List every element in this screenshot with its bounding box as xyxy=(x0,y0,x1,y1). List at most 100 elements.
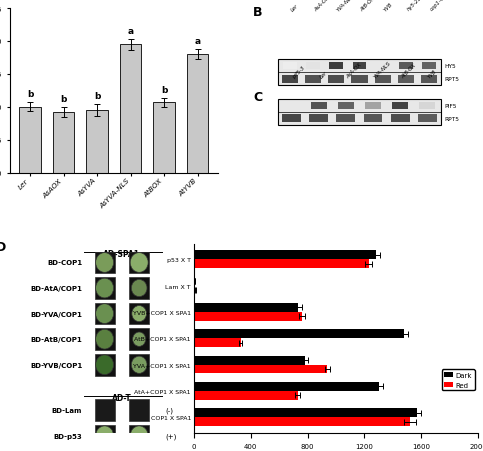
Text: R: R xyxy=(136,256,142,265)
Text: AtB-OX: AtB-OX xyxy=(400,63,417,80)
Bar xyxy=(186,55,209,173)
Bar xyxy=(53,113,74,173)
Text: b: b xyxy=(27,90,33,99)
Bar xyxy=(120,45,142,173)
Bar xyxy=(419,102,435,110)
Bar xyxy=(194,304,298,312)
Bar xyxy=(194,260,369,269)
Bar xyxy=(19,108,41,173)
Circle shape xyxy=(96,330,114,349)
Text: D: D xyxy=(101,256,108,265)
Text: BD-p53: BD-p53 xyxy=(54,433,82,439)
Text: AD-T: AD-T xyxy=(112,393,132,402)
Bar xyxy=(278,60,440,86)
Circle shape xyxy=(96,253,114,273)
Text: b: b xyxy=(94,92,100,101)
Bar xyxy=(129,252,149,274)
Bar xyxy=(95,354,114,376)
Bar xyxy=(311,102,327,110)
Text: b: b xyxy=(161,86,167,94)
Bar xyxy=(310,115,328,123)
Bar xyxy=(337,115,355,123)
Bar xyxy=(351,76,368,83)
Text: BD-YVB/COP1: BD-YVB/COP1 xyxy=(30,362,82,368)
Bar xyxy=(398,76,414,83)
Circle shape xyxy=(130,253,148,273)
Bar xyxy=(95,278,114,299)
Text: Ler: Ler xyxy=(319,70,328,80)
Bar xyxy=(364,115,383,123)
Bar xyxy=(418,115,437,123)
Bar xyxy=(194,312,302,321)
Text: AtB-OX: AtB-OX xyxy=(359,0,376,12)
Bar xyxy=(283,115,301,123)
Text: a: a xyxy=(195,37,200,46)
Circle shape xyxy=(130,426,148,446)
Text: YVB: YVB xyxy=(427,69,438,80)
Circle shape xyxy=(132,306,146,322)
Bar xyxy=(194,356,305,365)
Bar xyxy=(194,417,410,426)
Bar xyxy=(305,76,321,83)
Bar xyxy=(338,102,354,110)
Bar xyxy=(421,76,437,83)
Bar xyxy=(376,63,390,70)
Bar xyxy=(129,425,149,446)
Text: b: b xyxy=(60,95,67,104)
Text: BD-COP1: BD-COP1 xyxy=(47,260,82,266)
Text: PIF5: PIF5 xyxy=(445,103,457,108)
Circle shape xyxy=(131,280,147,297)
Text: YVA-NLS: YVA-NLS xyxy=(373,60,392,80)
Text: YVB: YVB xyxy=(383,1,394,12)
Text: B: B xyxy=(253,6,263,18)
Text: D: D xyxy=(0,240,6,253)
Bar xyxy=(95,252,114,274)
Text: hy5-215: hy5-215 xyxy=(406,0,425,12)
Circle shape xyxy=(96,279,114,298)
Bar xyxy=(194,382,379,391)
Text: D: D xyxy=(101,401,108,410)
Bar xyxy=(129,329,149,350)
Text: AD-SPA1: AD-SPA1 xyxy=(103,250,141,258)
Text: RPT5: RPT5 xyxy=(445,117,460,122)
Text: (+): (+) xyxy=(165,433,176,439)
Bar xyxy=(353,63,367,70)
Text: cop1-4: cop1-4 xyxy=(429,0,445,12)
Bar xyxy=(194,391,298,400)
Bar xyxy=(194,277,195,286)
Text: C: C xyxy=(253,91,262,104)
Bar xyxy=(194,286,196,295)
Text: AsA-OX: AsA-OX xyxy=(313,0,330,12)
Bar xyxy=(86,111,108,173)
Text: AsA-OX: AsA-OX xyxy=(346,62,363,80)
Bar xyxy=(392,102,408,110)
Circle shape xyxy=(96,355,114,375)
Bar xyxy=(278,99,440,126)
Text: (-): (-) xyxy=(165,407,173,414)
Bar xyxy=(328,76,344,83)
Bar xyxy=(194,408,417,417)
Text: BD-Lam: BD-Lam xyxy=(52,407,82,413)
Bar xyxy=(194,339,241,347)
Text: BD-YVA/COP1: BD-YVA/COP1 xyxy=(30,311,82,317)
Text: pif5-3: pif5-3 xyxy=(292,65,306,80)
Bar xyxy=(374,76,391,83)
Text: YVA-NLS: YVA-NLS xyxy=(336,0,355,12)
Text: HY5: HY5 xyxy=(445,64,456,69)
Bar xyxy=(95,303,114,325)
Bar xyxy=(95,425,114,446)
Bar xyxy=(194,330,404,339)
Bar xyxy=(129,278,149,299)
Bar xyxy=(365,102,381,110)
Bar xyxy=(95,329,114,350)
Legend: Dark, Red: Dark, Red xyxy=(441,369,475,391)
Text: BD-AtB/COP1: BD-AtB/COP1 xyxy=(30,336,82,342)
Bar xyxy=(391,115,410,123)
Text: Ler: Ler xyxy=(290,3,299,12)
Bar xyxy=(194,365,327,373)
Bar xyxy=(399,63,413,70)
Bar xyxy=(153,103,175,173)
Bar xyxy=(95,400,114,421)
Bar xyxy=(306,63,320,70)
Bar xyxy=(282,76,298,83)
